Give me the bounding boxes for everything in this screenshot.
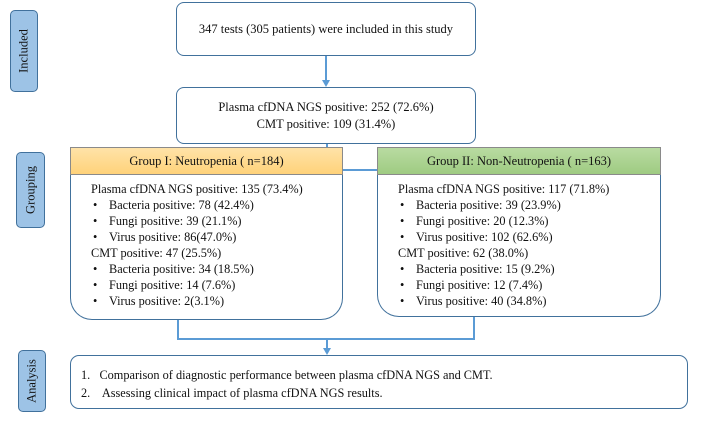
stage-label-text: Included: [16, 29, 31, 73]
group1-header: Group I: Neutropenia ( n=184): [70, 147, 343, 175]
section-heading: Plasma cfDNA NGS positive: 117 (71.8%): [398, 182, 610, 196]
bullet-item: Virus positive: 102 (62.6%): [398, 229, 660, 245]
group2-body: Plasma cfDNA NGS positive: 117 (71.8%)Ba…: [377, 175, 661, 317]
bullet-item: Bacteria positive: 34 (18.5%): [91, 261, 342, 277]
analysis-item: 1. Comparison of diagnostic performance …: [81, 368, 493, 382]
bullet-item: Bacteria positive: 39 (23.9%): [398, 197, 660, 213]
bullet-item: Bacteria positive: 78 (42.4%): [91, 197, 342, 213]
bullet-item: Fungi positive: 12 (7.4%): [398, 277, 660, 293]
arrow-down-icon: [323, 348, 331, 355]
stage-label-included: Included: [10, 10, 38, 92]
included-box: 347 tests (305 patients) were included i…: [176, 2, 476, 56]
connector: [177, 320, 179, 339]
overall-cmt-text: CMT positive: 109 (31.4%): [256, 116, 396, 131]
analysis-item: 2. Assessing clinical impact of plasma c…: [81, 386, 383, 400]
overall-results-box: Plasma cfDNA NGS positive: 252 (72.6%) C…: [176, 87, 476, 144]
bullet-item: Virus positive: 86(47.0%): [91, 229, 342, 245]
analysis-box: 1. Comparison of diagnostic performance …: [70, 355, 688, 409]
stage-label-grouping: Grouping: [16, 152, 45, 228]
bullet-item: Virus positive: 2(3.1%): [91, 293, 342, 309]
connector: [473, 317, 475, 339]
connector: [326, 338, 328, 349]
bullet-item: Fungi positive: 39 (21.1%): [91, 213, 342, 229]
included-text: 347 tests (305 patients) were included i…: [198, 21, 454, 36]
group1-body: Plasma cfDNA NGS positive: 135 (73.4%)Ba…: [70, 175, 343, 320]
group1-title: Group I: Neutropenia ( n=184): [129, 153, 284, 168]
section-heading: Plasma cfDNA NGS positive: 135 (73.4%): [91, 182, 303, 196]
group2-title: Group II: Non-Neutropenia ( n=163): [426, 153, 612, 168]
stage-label-text: Analysis: [24, 359, 39, 403]
connector: [325, 56, 327, 80]
group2-header: Group II: Non-Neutropenia ( n=163): [377, 147, 661, 175]
stage-label-text: Grouping: [23, 166, 37, 214]
bullet-item: Virus positive: 40 (34.8%): [398, 293, 660, 309]
section-heading: CMT positive: 62 (38.0%): [398, 246, 529, 260]
section-heading: CMT positive: 47 (25.5%): [91, 246, 222, 260]
bullet-item: Bacteria positive: 15 (9.2%): [398, 261, 660, 277]
overall-ngs-text: Plasma cfDNA NGS positive: 252 (72.6%): [218, 99, 434, 114]
bullet-item: Fungi positive: 20 (12.3%): [398, 213, 660, 229]
stage-label-analysis: Analysis: [18, 350, 46, 412]
arrow-down-icon: [322, 80, 330, 87]
bullet-item: Fungi positive: 14 (7.6%): [91, 277, 342, 293]
